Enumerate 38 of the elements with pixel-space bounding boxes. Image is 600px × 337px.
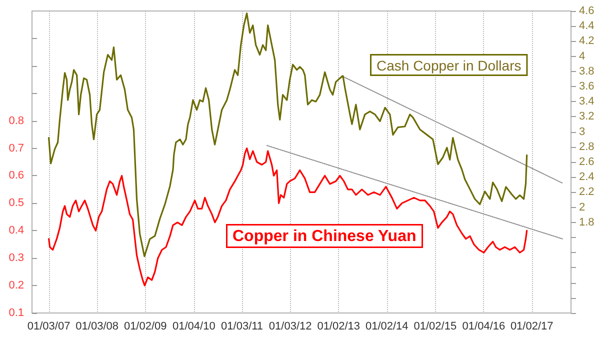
x-tick-label: 01/02/17 xyxy=(510,320,554,332)
x-tick-label: 01/04/10 xyxy=(172,320,216,332)
x-tick-label: 01/02/09 xyxy=(124,320,167,332)
y-tick-label: 0.4 xyxy=(8,224,24,237)
line-series xyxy=(48,12,528,258)
line-series xyxy=(48,147,528,286)
y2-tick-label: 3.6 xyxy=(579,80,594,92)
text: Cash Copper in Dollars xyxy=(376,58,522,74)
x-tick-label: 01/02/13 xyxy=(317,320,360,332)
x-tick-label: 01/03/11 xyxy=(221,320,264,332)
series-label: Copper in Chinese Yuan xyxy=(232,228,416,245)
y2-tick-label: 4 xyxy=(579,50,586,62)
x-tick-label: 01/02/14 xyxy=(365,320,408,332)
y2-tick-label: 2.8 xyxy=(579,140,594,153)
y2-tick-label: 4.2 xyxy=(579,35,594,48)
y2-tick-label: 3.4 xyxy=(579,96,594,108)
x-tick-label: 01/03/07 xyxy=(27,320,70,332)
y-tick-label: 0.7 xyxy=(8,142,24,154)
y2-tick-label: 1.8 xyxy=(579,216,594,228)
y2-tick-label: 3.2 xyxy=(579,110,594,123)
x-tick-label: 01/03/08 xyxy=(76,320,118,332)
y2-tick-label: 2.4 xyxy=(579,171,594,184)
x-tick-label: 01/02/15 xyxy=(414,320,457,332)
y-tick-label: 0.6 xyxy=(8,170,24,182)
y2-tick-label: 2.2 xyxy=(579,186,594,198)
y-tick-label: 0.2 xyxy=(8,280,24,292)
y2-tick-label: 3 xyxy=(579,126,586,138)
y-tick-label: 0.1 xyxy=(8,307,24,319)
x-tick-label: 01/04/16 xyxy=(462,320,506,332)
y-tick-label: 0.5 xyxy=(8,197,24,210)
y2-tick-label: 4.4 xyxy=(579,20,594,32)
y2-tick-label: 2 xyxy=(579,201,586,214)
y-tick-label: 0.8 xyxy=(8,114,24,127)
y-tick-label: 0.3 xyxy=(8,252,24,264)
x-tick-label: 01/03/12 xyxy=(268,320,312,332)
y2-tick-label: 2.6 xyxy=(579,156,594,168)
y2-tick-label: 4.6 xyxy=(579,5,594,17)
y2-tick-label: 3.8 xyxy=(579,65,594,78)
